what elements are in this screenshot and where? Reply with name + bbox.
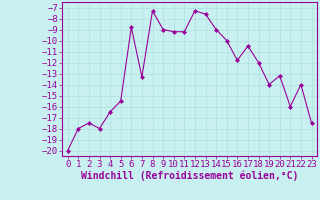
X-axis label: Windchill (Refroidissement éolien,°C): Windchill (Refroidissement éolien,°C): [81, 171, 298, 181]
